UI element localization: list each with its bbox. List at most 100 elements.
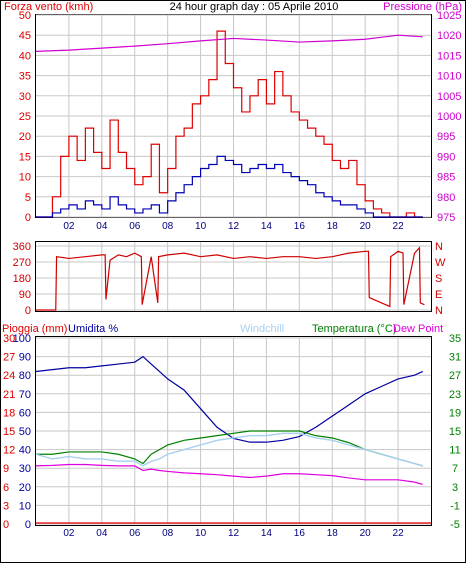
panel2-frame (35, 241, 432, 312)
panel1-x-tick-label: 12 (228, 221, 240, 232)
pressure-tick-label: 995 (437, 131, 455, 143)
humidity-tick-label: 100 (13, 333, 31, 345)
compass-tick-label: W (435, 257, 446, 269)
rain-tick-label: 24 (3, 370, 15, 382)
panel1-series-pressure (35, 34, 423, 52)
humidity-tick-label: 30 (19, 463, 31, 475)
wind-speed-tick-label: 40 (19, 50, 31, 62)
panel3-x-tick-label: 10 (195, 528, 207, 539)
panel1-x-tick-label: 02 (63, 221, 75, 232)
pressure-axis-title: Pressione (hPa) (383, 1, 462, 13)
panel3-frame (35, 336, 432, 526)
panel3-x-tick-label: 22 (393, 528, 405, 539)
chart-marks: 02 04 06 08 10 12 14 16 18 20 22051015202530354045… (3, 10, 461, 539)
wind-speed-tick-label: 5 (25, 192, 31, 204)
temperature-tick-label: 35 (449, 333, 461, 345)
legend-dew-point: Dew Point (393, 323, 443, 335)
humidity-tick-label: 20 (19, 482, 31, 494)
compass-tick-label: N (435, 305, 443, 317)
panel3-x-tick-label: 02 (63, 528, 75, 539)
legend-humidity: Umidita % (68, 323, 118, 335)
rain-tick-label: 6 (3, 482, 9, 494)
pressure-tick-label: 980 (437, 192, 455, 204)
panel1-x-tick-label: 10 (195, 221, 207, 232)
rain-tick-label: 27 (3, 352, 15, 364)
compass-tick-label: S (435, 273, 442, 285)
rain-tick-label: 9 (3, 463, 9, 475)
panel1-x-tick-label: 18 (327, 221, 339, 232)
panel3-series-temperature (36, 430, 423, 467)
temperature-tick-label: -1 (450, 500, 460, 512)
panel3-x-tick-label: 06 (129, 528, 141, 539)
temperature-tick-label: 15 (449, 426, 461, 438)
pressure-tick-label: 975 (437, 212, 455, 224)
rain-tick-label: 30 (3, 333, 15, 345)
rain-tick-label: 12 (3, 445, 15, 457)
temperature-tick-label: 23 (449, 389, 461, 401)
compass-tick-label: N (435, 241, 443, 253)
humidity-tick-label: 90 (19, 352, 31, 364)
direction-tick-label: 90 (19, 289, 31, 301)
panel3-x-tick-label: 08 (162, 528, 174, 539)
rain-tick-label: 3 (3, 500, 9, 512)
pressure-tick-label: 1005 (437, 91, 461, 103)
wind-speed-tick-label: 15 (19, 151, 31, 163)
panel1-x-tick-label: 04 (96, 221, 108, 232)
wind-speed-tick-label: 45 (19, 30, 31, 42)
temperature-tick-label: 3 (452, 482, 458, 494)
panel2-series-direction (36, 246, 425, 311)
chart-title: 24 hour graph day : 05 Aprile 2010 (170, 1, 339, 13)
temperature-tick-label: -5 (450, 519, 460, 531)
pressure-tick-label: 985 (437, 172, 455, 184)
panel1-x-tick-label: 20 (360, 221, 372, 232)
panel1-x-tick-label: 06 (129, 221, 141, 232)
panel1-x-tick-label: 22 (393, 221, 405, 232)
temperature-tick-label: 31 (449, 352, 461, 364)
panel3-x-tick-label: 20 (360, 528, 372, 539)
panel3-x-tick-label: 12 (228, 528, 240, 539)
legend-temperature: Temperatura (°C) (312, 323, 396, 335)
wind-speed-tick-label: 25 (19, 111, 31, 123)
direction-tick-label: 360 (13, 241, 31, 253)
wind-speed-tick-label: 50 (19, 10, 31, 22)
rain-tick-label: 0 (3, 519, 9, 531)
pressure-tick-label: 1000 (437, 111, 461, 123)
humidity-tick-label: 40 (19, 445, 31, 457)
panel1-series-average (36, 155, 423, 218)
pressure-tick-label: 1025 (437, 10, 461, 22)
rain-tick-label: 21 (3, 389, 15, 401)
panel1-x-tick-label: 16 (294, 221, 306, 232)
compass-tick-label: E (435, 289, 442, 301)
temperature-tick-label: 27 (449, 370, 461, 382)
pressure-tick-label: 1010 (437, 71, 461, 83)
direction-tick-label: 270 (13, 257, 31, 269)
panel3-x-tick-label: 18 (327, 528, 339, 539)
panel3-x-tick-label: 04 (96, 528, 108, 539)
panel1-series-gust (36, 30, 423, 218)
humidity-tick-label: 50 (19, 426, 31, 438)
humidity-tick-label: 80 (19, 370, 31, 382)
wind-speed-tick-label: 10 (19, 172, 31, 184)
humidity-tick-label: 10 (19, 500, 31, 512)
wind-speed-tick-label: 30 (19, 91, 31, 103)
humidity-tick-label: 70 (19, 389, 31, 401)
panel1-x-tick-label: 14 (261, 221, 273, 232)
rain-tick-label: 18 (3, 407, 15, 419)
wind-speed-tick-label: 0 (25, 212, 31, 224)
humidity-tick-label: 0 (25, 519, 31, 531)
panel3-x-tick-label: 16 (294, 528, 306, 539)
direction-tick-label: 180 (13, 273, 31, 285)
temperature-tick-label: 7 (452, 463, 458, 475)
wind-axis-title: Forza vento (kmh) (4, 1, 93, 13)
direction-tick-label: 0 (25, 305, 31, 317)
temperature-tick-label: 19 (449, 407, 461, 419)
rain-tick-label: 15 (3, 426, 15, 438)
legend-rain: Pioggia (mm) (2, 323, 67, 335)
humidity-tick-label: 60 (19, 407, 31, 419)
wind-speed-tick-label: 35 (19, 71, 31, 83)
legend-windchill: Windchill (240, 323, 284, 335)
wind-speed-tick-label: 20 (19, 131, 31, 143)
temperature-tick-label: 11 (449, 445, 460, 457)
